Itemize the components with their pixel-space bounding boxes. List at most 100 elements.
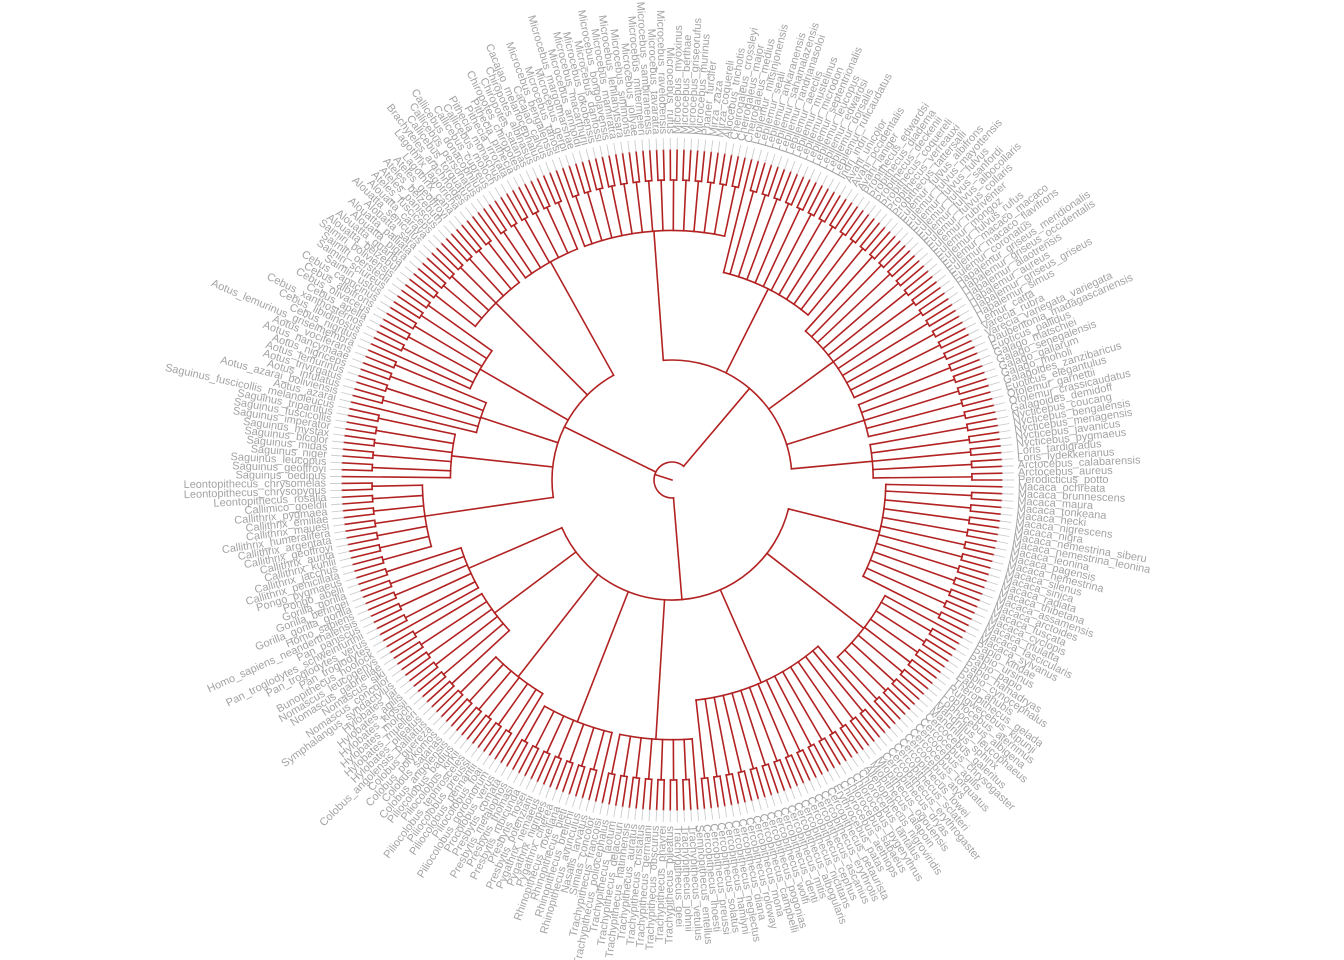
- tip-connector: [634, 139, 637, 152]
- tree-branch: [352, 394, 383, 405]
- tip-connector: [648, 138, 651, 151]
- tree-branch: [420, 314, 488, 360]
- tree-branch: [362, 361, 393, 375]
- tree-branch: [655, 778, 659, 811]
- tip-connector: [744, 146, 749, 159]
- tip-connector: [731, 143, 735, 156]
- tip-connector: [613, 142, 617, 155]
- tree-branch-arc: [565, 759, 574, 765]
- tree-branch-arc: [373, 519, 377, 528]
- tip-connector: [532, 781, 538, 793]
- tree-branch: [895, 259, 920, 283]
- tree-branch: [693, 180, 700, 233]
- tree-branch: [968, 438, 1001, 444]
- tree-branch: [970, 465, 1003, 469]
- tree-branch: [341, 475, 452, 479]
- tree-branch: [407, 335, 479, 376]
- tip-connector: [391, 283, 403, 291]
- tree-branch: [549, 172, 563, 203]
- tree-branch: [524, 747, 540, 777]
- tip-connector: [366, 325, 378, 332]
- tip-connector: [641, 808, 644, 821]
- tip-connector: [627, 807, 630, 820]
- tree-branch: [660, 738, 664, 781]
- tip-connector: [494, 187, 502, 198]
- tip-connector: [331, 447, 344, 450]
- tree-branch: [549, 260, 615, 377]
- tree-branch: [844, 723, 865, 751]
- tip-connector: [592, 800, 597, 813]
- tree-branch: [341, 488, 373, 492]
- tip-connector: [470, 746, 479, 758]
- tip-connector: [790, 787, 796, 800]
- tip-connector: [909, 242, 919, 252]
- tip-connector: [951, 654, 962, 662]
- tree-branch: [958, 564, 990, 576]
- tree-branch-arc: [712, 775, 721, 778]
- tip-connector: [724, 805, 728, 818]
- tip-connector: [964, 631, 977, 638]
- tree-branch-arc: [653, 461, 685, 499]
- tree-branch: [914, 286, 942, 307]
- tip-connector: [737, 803, 742, 816]
- tree-branch: [850, 641, 896, 683]
- tree-branch: [958, 384, 990, 396]
- tree-branch: [712, 152, 719, 184]
- tip-label: Microcebus_berthae: [678, 34, 694, 134]
- tree-branch: [950, 588, 981, 602]
- tree-branch-arc: [376, 414, 381, 423]
- tip-connector: [913, 247, 924, 257]
- tree-branch: [864, 226, 886, 252]
- tree-branch-arc: [620, 774, 628, 778]
- tree-branch: [371, 484, 424, 488]
- tree-branch: [344, 434, 376, 441]
- tree-branch: [379, 619, 409, 636]
- tree-branch: [459, 266, 498, 305]
- tree-branch: [459, 655, 498, 694]
- tree-branch: [778, 171, 792, 202]
- tip-connector: [332, 517, 345, 520]
- tree-branch: [576, 590, 630, 723]
- tip-connector: [428, 711, 438, 721]
- tree-branch: [854, 716, 876, 743]
- tip-connector: [330, 496, 343, 499]
- tree-branch: [342, 455, 374, 460]
- tip-connector: [376, 646, 388, 653]
- tree-branch-arc: [577, 764, 586, 768]
- tree-branch: [647, 180, 654, 233]
- tree-branch-arc: [706, 181, 715, 184]
- tip-connector: [931, 682, 942, 691]
- tip-connector: [476, 750, 485, 762]
- tree-branch: [731, 772, 740, 805]
- tree-branch-arc: [618, 733, 694, 741]
- tree-branch-arc: [381, 396, 385, 405]
- tip-label: Trachypithecus_phayrei: [654, 826, 669, 943]
- tip-connector: [918, 252, 929, 262]
- tree-branch: [857, 366, 952, 406]
- tip-connector: [710, 807, 714, 820]
- tip-connector: [506, 768, 514, 780]
- tree-branch: [588, 159, 598, 191]
- tip-connector: [352, 596, 364, 602]
- tip-connector: [438, 229, 447, 240]
- tree-branch: [478, 368, 570, 422]
- tree-branch: [971, 472, 1003, 475]
- tree-branch-arc: [773, 758, 781, 764]
- tip-connectors: [330, 137, 1014, 823]
- tree-branch-arc: [595, 187, 604, 191]
- tree-branch-arc: [960, 399, 964, 408]
- tree-branch: [807, 184, 824, 214]
- tip-connector: [366, 628, 378, 635]
- tree-branch: [784, 173, 799, 204]
- tree-branch: [790, 460, 874, 470]
- tree-branch: [807, 746, 824, 776]
- tree-branch: [343, 513, 375, 519]
- tip-connector: [404, 266, 415, 275]
- tip-label: Microcebus_ravelobensis: [654, 10, 669, 135]
- tip-connector: [961, 316, 973, 323]
- tree-branch: [517, 186, 534, 216]
- tree-branch: [965, 534, 998, 543]
- tip-connector: [973, 612, 986, 619]
- tree-branch: [367, 349, 398, 364]
- tip-connector: [1001, 493, 1014, 495]
